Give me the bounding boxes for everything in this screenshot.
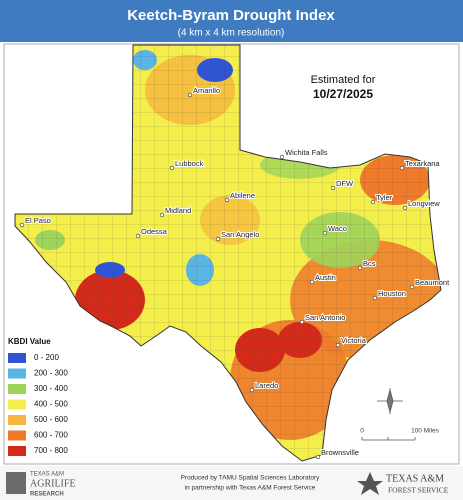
legend-label: 300 - 400 <box>34 384 68 393</box>
legend-swatch <box>8 384 26 394</box>
city-layer: Amarillo Lubbock Wichita Falls Texarkana DFW… <box>19 85 451 460</box>
city-marker <box>299 319 305 325</box>
footer-left-3: RESEARCH <box>30 492 64 498</box>
city-marker <box>402 205 408 211</box>
city-label: Odessa <box>141 227 168 236</box>
legend-label: 600 - 700 <box>34 431 68 440</box>
city-marker <box>169 165 175 171</box>
footer-left-1: TEXAS A&M <box>30 472 64 478</box>
city-label: Bcs <box>363 259 376 268</box>
north-arrow <box>377 388 403 414</box>
city-label: Austin <box>315 273 336 282</box>
city-marker <box>372 295 378 301</box>
city-marker <box>357 265 363 271</box>
city-marker <box>370 199 376 205</box>
header-bar <box>0 0 463 42</box>
city-marker <box>309 279 315 285</box>
forest-logo <box>357 472 383 495</box>
subtitle: (4 km x 4 km resolution) <box>178 28 285 39</box>
city-label: Laredo <box>255 381 278 390</box>
city-label: Tyler <box>376 193 393 202</box>
city-marker <box>135 233 141 239</box>
city-marker <box>224 197 230 203</box>
legend-swatch <box>8 368 26 379</box>
city-marker <box>409 284 415 290</box>
city-label: Wichita Falls <box>285 148 328 157</box>
legend-swatch <box>8 430 26 441</box>
legend-label: 200 - 300 <box>34 369 68 378</box>
city-label: DFW <box>336 179 354 188</box>
city-label: Texarkana <box>405 159 440 168</box>
legend-swatch <box>8 415 26 425</box>
city-label: Brownsville <box>321 448 359 457</box>
footer-center-1: Produced by TAMU Spatial Sciences Labora… <box>181 475 321 482</box>
city-label: Amarillo <box>193 86 220 95</box>
city-marker <box>335 342 341 348</box>
footer-right-1: TEXAS A&M <box>386 473 444 484</box>
city-marker <box>279 154 285 160</box>
footer-right-2: FOREST SERVICE <box>388 486 449 495</box>
city-label: Victoria <box>341 336 367 345</box>
legend-label: 400 - 500 <box>34 400 68 409</box>
legend-swatch <box>8 353 26 363</box>
legend-title: KBDI Value <box>8 337 51 346</box>
scale-bar <box>361 437 416 441</box>
city-label: Longview <box>408 199 440 208</box>
city-marker <box>159 212 165 218</box>
scale-start: 0 <box>360 428 364 435</box>
city-label: Beaumont <box>415 278 450 287</box>
footer-center-2: in partnership with Texas A&M Forest Ser… <box>185 485 316 492</box>
scale-end: 100 Miles <box>411 428 440 435</box>
title: Keetch-Byram Drought Index <box>127 7 335 24</box>
legend-label: 0 - 200 <box>34 353 59 362</box>
city-label: San Antonio <box>305 313 345 322</box>
city-label: Waco <box>328 224 347 233</box>
city-label: El Paso <box>25 216 51 225</box>
city-label: Lubbock <box>175 159 204 168</box>
city-marker <box>399 165 405 171</box>
city-label: San Angelo <box>221 230 259 239</box>
agrilife-logo <box>6 472 26 494</box>
footer-bar <box>0 466 463 500</box>
city-marker <box>322 230 328 236</box>
legend-label: 700 - 800 <box>34 446 68 455</box>
city-marker <box>315 454 321 460</box>
city-label: Midland <box>165 206 191 215</box>
city-marker <box>215 236 221 242</box>
estimate-date: 10/27/2025 <box>313 87 373 101</box>
legend: 0 - 200 200 - 300 300 - 400 400 - 500 500 - … <box>8 353 68 456</box>
city-label: Houston <box>378 289 406 298</box>
legend-swatch <box>8 446 26 456</box>
state-outline <box>14 44 442 462</box>
estimate-label: Estimated for <box>311 74 376 86</box>
city-marker <box>19 222 25 228</box>
legend-swatch <box>8 399 26 410</box>
legend-label: 500 - 600 <box>34 415 68 424</box>
city-label: Abilene <box>230 191 255 200</box>
city-marker <box>187 92 193 98</box>
city-marker <box>249 387 255 393</box>
footer-left-2: AGRILIFE <box>30 478 76 489</box>
city-marker <box>330 185 336 191</box>
